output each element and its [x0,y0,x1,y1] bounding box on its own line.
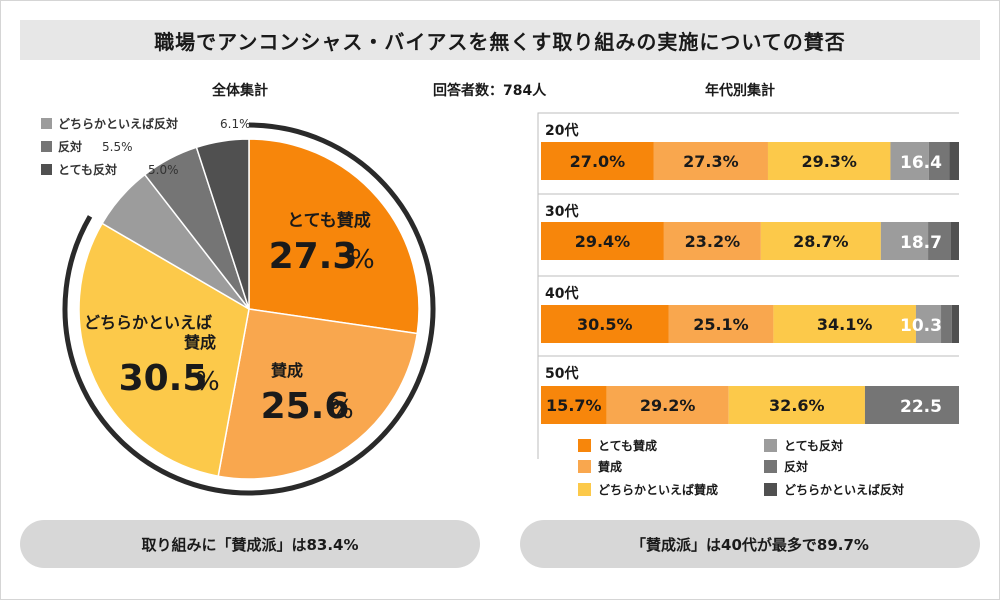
pie-unit-agree: % [329,395,354,425]
pie-unit-strong-agree: % [350,245,375,275]
bar-category-label: 30代 [545,203,578,220]
bar-legend-label-agree: 賛成 [598,459,622,474]
bar-value-label: 28.7% [793,232,849,251]
bar-value-label: 32.6% [769,396,825,415]
pie-slice-strong_disagree [195,138,250,310]
bar-panel-frame [537,193,959,297]
bar-segment-agree [668,305,774,343]
bar-segment-somewhat_disagree [915,305,942,343]
bar-segment-disagree [928,222,951,260]
bar-legend-label-somewhat_disagree: とても反対 [784,438,843,453]
pie-legend-swatch-disagree [41,141,52,152]
respondent-count: 回答者数：784人 [433,83,547,99]
bar-legend-swatch-somewhat_agree [578,483,591,496]
bar-segment-agree [663,222,761,260]
bar-segment-somewhat_agree [760,222,881,260]
bar-legend-label-disagree: 反対 [784,459,808,474]
bar-legend-swatch-strong_agree [578,439,591,452]
bar-value-label: 23.2% [685,232,741,251]
pie-legend-value-somewhat_disagree: 6.1% [220,117,251,131]
bar-segment-strong_disagree [950,222,959,260]
pie-value-strong-agree: 27.3 [269,236,358,277]
pie-legend-value-strong_disagree: 5.0% [148,163,179,177]
pie-label-agree: 賛成 [271,361,303,380]
bar-disagree-total: 18.7 [900,233,942,253]
bar-segment-disagree [864,386,959,424]
bar-disagree-total: 16.4 [900,153,942,173]
bar-value-label: 15.7% [546,396,602,415]
bar-category-label: 40代 [545,285,578,302]
bar-segment-somewhat_agree [773,305,916,343]
bar-category-label: 20代 [545,122,578,139]
bar-disagree-total: 22.5 [900,397,942,417]
bar-segment-somewhat_agree [767,142,891,180]
summary-left: 取り組みに「賛成派」は83.4% [20,520,480,568]
pie-slice-strong_agree [248,138,420,335]
pie-legend-swatch-somewhat_disagree [41,118,52,129]
bar-segment-disagree [928,142,950,180]
bar-value-label: 29.3% [801,152,857,171]
pie-legend-swatch-strong_disagree [41,164,52,175]
bar-segment-somewhat_disagree [880,222,929,260]
bar-legend-swatch-agree [578,460,591,473]
pie-agree-bracket [62,122,436,496]
pie-legend-label-strong_disagree: とても反対 [58,162,117,177]
pie-label-strong-agree: とても賛成 [287,210,371,231]
bar-segment-strong_agree [541,386,607,424]
bar-category-label: 50代 [545,365,578,382]
bar-disagree-total: 10.3 [900,316,942,336]
bar-segment-disagree [941,305,952,343]
pie-chart-title: 全体集計 [212,83,268,99]
bar-segment-strong_agree [541,222,664,260]
bar-legend-label-somewhat_agree: どちらかといえば賛成 [598,482,718,497]
bar-panel-frame [537,275,959,379]
pie-slice-somewhat_agree [78,222,250,478]
bar-segment-strong_agree [541,305,669,343]
bar-segment-somewhat_agree [728,386,865,424]
bar-value-label: 27.0% [570,152,626,171]
bar-value-label: 30.5% [577,315,633,334]
bar-segment-strong_agree [541,142,654,180]
bar-value-label: 27.3% [683,152,739,171]
bar-legend-swatch-disagree [764,460,777,473]
bar-value-label: 25.1% [693,315,749,334]
bar-legend-label-strong_disagree: どちらかといえば反対 [784,482,904,497]
bar-panel-frame [537,112,959,216]
bar-panel-frame [537,355,959,459]
summary-right: 「賛成派」は40代が最多で89.7% [520,520,980,568]
pie-label-somewhat-agree-2: 賛成 [184,333,216,352]
bar-legend-swatch-somewhat_disagree [764,439,777,452]
bar-segment-strong_disagree [949,142,959,180]
bar-value-label: 29.4% [575,232,631,251]
pie-label-somewhat-agree-1: どちらかといえば [84,313,212,332]
bar-segment-strong_disagree [951,305,959,343]
pie-legend-label-disagree: 反対 [58,139,82,154]
pie-legend-value-disagree: 5.5% [102,140,133,154]
bar-value-label: 34.1% [817,315,873,334]
bar-value-label: 29.2% [640,396,696,415]
bar-legend-swatch-strong_disagree [764,483,777,496]
bar-segment-somewhat_disagree [890,142,929,180]
bar-legend-label-strong_agree: とても賛成 [598,438,657,453]
pie-unit-somewhat-agree: % [195,367,220,397]
bar-segment-agree [606,386,729,424]
pie-slice-agree [217,308,419,480]
pie-legend-label-somewhat_disagree: どちらかといえば反対 [58,116,178,131]
bar-chart-title: 年代別集計 [705,83,775,99]
chart-title: 職場でアンコンシャス・バイアスを無くす取り組みの実施についての賛否 [20,20,980,60]
pie-value-agree: 25.6 [261,386,350,427]
bar-segment-agree [653,142,768,180]
pie-value-somewhat-agree: 30.5 [119,358,208,399]
